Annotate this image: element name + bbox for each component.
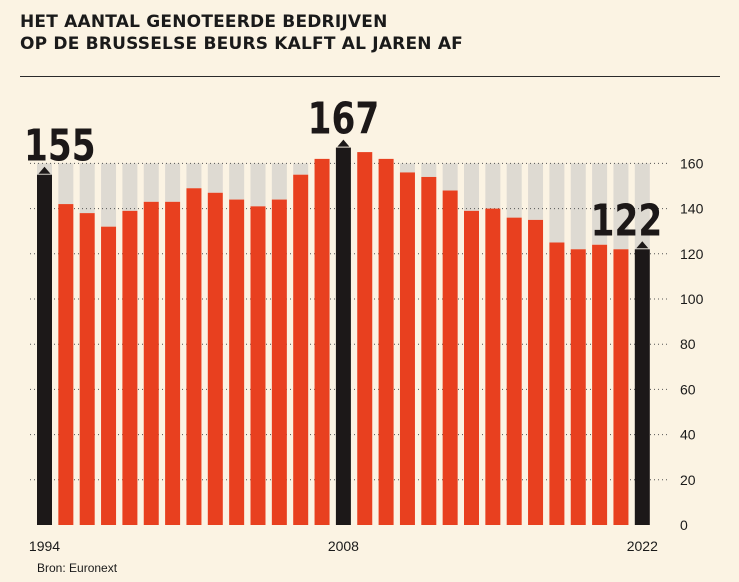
- bar-2011: [399, 172, 415, 525]
- background-bar-2004: [250, 163, 266, 207]
- bar-1995: [58, 204, 74, 525]
- title-divider: [20, 76, 720, 77]
- y-tick-100: 100: [680, 291, 704, 307]
- background-bar-2017: [528, 163, 544, 220]
- bar-1998: [122, 210, 138, 526]
- callout-label-2008: 167: [308, 93, 380, 144]
- bar-2003: [229, 199, 245, 525]
- bar-2012: [421, 176, 437, 525]
- title-line-2: OP DE BRUSSELSE BEURS KALFT AL JAREN AF: [20, 34, 463, 54]
- bar-2013: [442, 190, 458, 525]
- bar-2019: [570, 249, 586, 525]
- bar-1997: [101, 226, 117, 525]
- y-tick-120: 120: [680, 246, 704, 262]
- background-bar-2018: [549, 163, 565, 243]
- x-axis: 1994 2008 2022: [29, 538, 658, 554]
- highlight-callouts: 155 167 122: [24, 93, 663, 249]
- bar-2016: [506, 217, 522, 525]
- y-axis: 0 20 40 60 80 100 120 140 160: [680, 155, 704, 533]
- background-bar-2000: [165, 163, 181, 202]
- y-tick-20: 20: [680, 472, 696, 488]
- background-bar-2022: [634, 163, 650, 250]
- bar-2010: [378, 158, 394, 525]
- callout-marker-2008: [337, 139, 350, 147]
- bar-2007: [314, 158, 330, 525]
- background-bar-2020: [592, 163, 608, 245]
- bar-2020: [592, 244, 608, 525]
- bar-2021: [613, 249, 629, 525]
- callout-label-1994: 155: [24, 121, 96, 172]
- background-bars: [37, 163, 650, 250]
- background-bar-2011: [399, 163, 415, 173]
- bar-1994: [37, 174, 52, 525]
- background-bar-2013: [442, 163, 458, 191]
- y-tick-40: 40: [680, 427, 696, 443]
- source-note: Bron: Euronext: [37, 561, 118, 575]
- bar-2015: [485, 208, 501, 525]
- background-bar-1996: [79, 163, 95, 214]
- bar-2000: [165, 201, 181, 525]
- bar-2018: [549, 242, 565, 525]
- background-bar-2021: [613, 163, 629, 250]
- callout-marker-2022: [636, 241, 649, 249]
- y-tick-60: 60: [680, 381, 696, 397]
- title-line-1: HET AANTAL GENOTEERDE BEDRIJVEN: [20, 12, 388, 32]
- background-bar-1999: [143, 163, 159, 202]
- background-bar-2019: [570, 163, 586, 250]
- bar-2009: [357, 152, 373, 525]
- background-bar-2006: [293, 163, 309, 175]
- background-bar-2001: [186, 163, 202, 189]
- bar-2002: [207, 192, 223, 525]
- bar-2008: [335, 147, 351, 525]
- callout-marker-1994: [38, 166, 51, 174]
- bar-2006: [293, 174, 309, 525]
- bar-2014: [464, 210, 479, 526]
- bar-1999: [143, 201, 159, 525]
- y-tick-140: 140: [680, 201, 704, 217]
- bar-1996: [79, 213, 95, 525]
- y-tick-0: 0: [680, 517, 688, 533]
- x-tick-2022: 2022: [627, 538, 658, 554]
- background-bar-2016: [506, 163, 522, 218]
- bar-2005: [271, 199, 287, 525]
- x-tick-2008: 2008: [328, 538, 359, 554]
- background-bar-1997: [101, 163, 117, 227]
- y-tick-160: 160: [680, 155, 704, 171]
- bar-2022: [634, 249, 650, 525]
- bar-2001: [186, 188, 202, 525]
- background-bar-2014: [464, 163, 479, 211]
- bars: [37, 147, 650, 526]
- background-bar-2002: [207, 163, 223, 193]
- chart-title: HET AANTAL GENOTEERDE BEDRIJVEN OP DE BR…: [20, 11, 463, 55]
- background-bar-1998: [122, 163, 138, 211]
- callout-label-2022: 122: [591, 195, 663, 246]
- background-bar-1995: [58, 163, 74, 205]
- background-bar-2005: [271, 163, 287, 200]
- background-bar-2003: [229, 163, 245, 200]
- bar-2004: [250, 206, 266, 525]
- x-tick-1994: 1994: [29, 538, 60, 554]
- background-bar-2012: [421, 163, 437, 177]
- y-tick-80: 80: [680, 336, 696, 352]
- bar-2017: [528, 219, 544, 525]
- background-bar-2015: [485, 163, 501, 209]
